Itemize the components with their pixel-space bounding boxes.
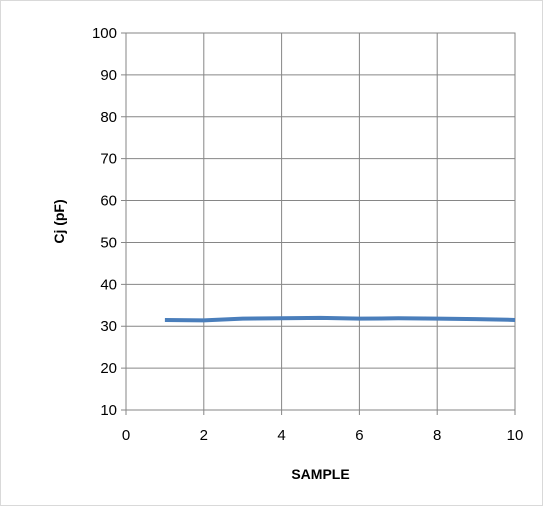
y-tick-label: 100 xyxy=(92,25,117,42)
y-tick-label: 40 xyxy=(100,276,117,293)
x-tick-labels: 0 2 4 6 8 10 xyxy=(122,427,524,444)
x-tick-label: 4 xyxy=(277,427,285,444)
x-tick-label: 10 xyxy=(507,427,524,444)
y-tick-label: 20 xyxy=(100,360,117,377)
y-axis-title: Cj (pF) xyxy=(51,199,67,243)
x-tick-label: 8 xyxy=(433,427,441,444)
x-tick-label: 0 xyxy=(122,427,130,444)
series-layer xyxy=(164,315,516,323)
y-tick-label: 50 xyxy=(100,234,117,251)
x-axis-title: SAMPLE xyxy=(291,466,349,482)
gridlines xyxy=(121,32,516,415)
y-tick-label: 70 xyxy=(100,151,117,168)
y-tick-label: 60 xyxy=(100,193,117,210)
y-tick-label: 10 xyxy=(100,402,117,419)
plot-area xyxy=(125,32,516,411)
y-tick-labels: 10 20 30 40 50 60 70 80 90 100 xyxy=(92,25,117,419)
y-tick-label: 30 xyxy=(100,318,117,335)
y-tick-label: 90 xyxy=(100,67,117,84)
x-tick-label: 6 xyxy=(355,427,363,444)
x-tick-label: 2 xyxy=(200,427,208,444)
y-tick-label: 80 xyxy=(100,109,117,126)
series-line xyxy=(164,315,516,323)
